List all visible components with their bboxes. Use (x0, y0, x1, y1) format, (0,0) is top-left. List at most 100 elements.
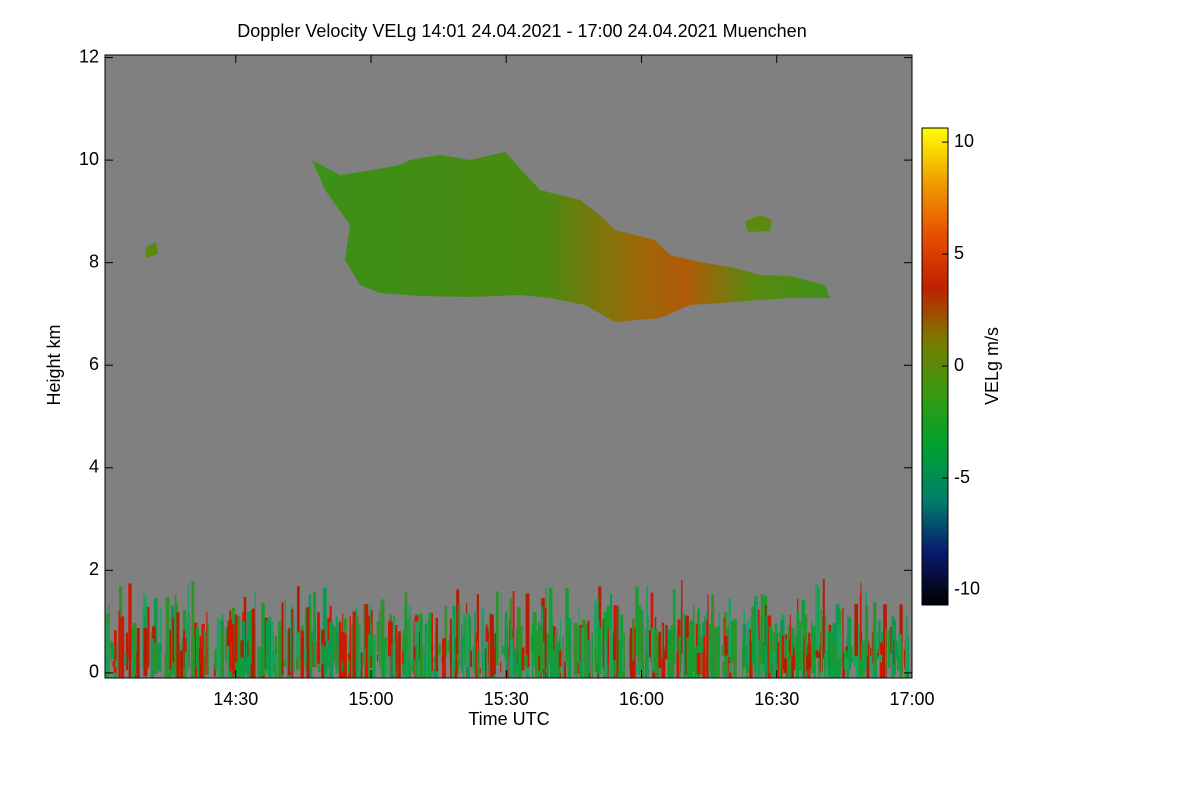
boundary-layer-echo (558, 646, 562, 653)
x-tick-label: 17:00 (889, 689, 934, 709)
boundary-layer-echo (247, 611, 251, 678)
boundary-layer-echo (105, 623, 108, 678)
colorbar-tick-label: 5 (954, 243, 964, 263)
boundary-layer-echo (166, 661, 170, 678)
boundary-layer-echo (602, 618, 604, 669)
boundary-layer-echo (425, 635, 429, 678)
boundary-layer-echo (820, 612, 823, 676)
boundary-layer-echo (788, 639, 791, 656)
boundary-layer-echo (176, 612, 180, 678)
cloud-echo (145, 242, 158, 258)
boundary-layer-echo (132, 625, 136, 652)
boundary-layer-echo (108, 604, 110, 661)
boundary-layer-echo (742, 640, 744, 678)
boundary-layer-echo (804, 614, 808, 678)
boundary-layer-echo (500, 661, 502, 673)
boundary-layer-echo (182, 637, 187, 652)
boundary-layer-echo (504, 617, 506, 661)
boundary-layer-echo (321, 644, 324, 664)
boundary-layer-echo (394, 665, 397, 678)
boundary-layer-echo (477, 650, 480, 677)
boundary-layer-echo (598, 586, 602, 659)
boundary-layer-echo (859, 593, 862, 660)
boundary-layer-echo (745, 645, 748, 678)
y-tick-label: 0 (89, 662, 99, 682)
boundary-layer-echo (747, 621, 750, 666)
boundary-layer-echo (413, 646, 416, 661)
boundary-layer-echo (860, 643, 864, 678)
boundary-layer-echo (213, 663, 216, 677)
boundary-layer-echo (790, 628, 794, 662)
boundary-layer-echo (548, 588, 553, 655)
boundary-layer-echo (538, 656, 541, 671)
boundary-layer-echo (646, 586, 649, 653)
boundary-layer-echo (573, 623, 578, 676)
boundary-layer-echo (415, 644, 418, 678)
boundary-layer-echo (308, 605, 312, 670)
boundary-layer-echo (863, 640, 865, 678)
boundary-layer-echo (332, 624, 335, 663)
boundary-layer-echo (800, 626, 804, 678)
boundary-layer-echo (207, 623, 209, 675)
boundary-layer-echo (545, 667, 548, 673)
boundary-layer-echo (226, 646, 231, 678)
boundary-layer-echo (331, 630, 334, 678)
boundary-layer-echo (786, 634, 789, 674)
boundary-layer-echo (556, 642, 560, 678)
boundary-layer-echo (552, 626, 556, 669)
boundary-layer-echo (647, 615, 649, 678)
boundary-layer-echo (811, 625, 816, 674)
boundary-layer-echo (125, 632, 129, 670)
boundary-layer-echo (620, 614, 624, 676)
boundary-layer-echo (907, 637, 909, 678)
y-tick-label: 6 (89, 354, 99, 374)
boundary-layer-echo (118, 611, 121, 678)
boundary-layer-echo (837, 640, 841, 678)
boundary-layer-echo (193, 622, 198, 678)
boundary-layer-echo (768, 625, 773, 674)
boundary-layer-echo (721, 645, 725, 657)
boundary-layer-echo (431, 642, 434, 652)
boundary-layer-echo (179, 650, 183, 678)
boundary-layer-echo (273, 654, 278, 665)
boundary-layer-echo (878, 619, 881, 651)
boundary-layer-echo (824, 622, 827, 678)
boundary-layer-echo (783, 658, 788, 673)
boundary-layer-echo (723, 617, 725, 654)
boundary-layer-echo (231, 659, 235, 675)
y-tick-label: 4 (89, 457, 99, 477)
boundary-layer-echo (661, 657, 664, 671)
boundary-layer-echo (407, 657, 410, 678)
boundary-layer-echo (716, 626, 720, 678)
boundary-layer-echo (437, 643, 441, 656)
cloud-echo (312, 152, 830, 322)
boundary-layer-echo (151, 638, 155, 678)
boundary-layer-echo (550, 648, 552, 678)
boundary-layer-echo (349, 615, 351, 678)
boundary-layer-echo (711, 594, 714, 670)
boundary-layer-echo (500, 594, 502, 657)
boundary-layer-echo (789, 614, 791, 657)
boundary-layer-echo (801, 599, 806, 661)
boundary-layer-echo (844, 657, 849, 670)
boundary-layer-echo (644, 630, 648, 678)
boundary-layer-echo (636, 662, 640, 675)
boundary-layer-echo (347, 659, 351, 675)
boundary-layer-echo (640, 657, 645, 678)
boundary-layer-echo (300, 630, 304, 678)
boundary-layer-echo (816, 651, 820, 658)
boundary-layer-echo (271, 621, 274, 678)
boundary-layer-echo (220, 627, 224, 678)
boundary-layer-echo (410, 659, 414, 667)
boundary-layer-echo (521, 647, 525, 671)
boundary-layer-echo (461, 637, 463, 670)
boundary-layer-echo (327, 640, 330, 669)
boundary-layer-echo (284, 599, 286, 664)
boundary-layer-echo (364, 604, 369, 678)
boundary-layer-echo (749, 628, 751, 678)
boundary-layer-echo (205, 631, 207, 665)
x-tick-label: 16:00 (619, 689, 664, 709)
boundary-layer-echo (850, 646, 853, 664)
boundary-layer-echo (661, 625, 663, 662)
boundary-layer-echo (695, 624, 699, 666)
